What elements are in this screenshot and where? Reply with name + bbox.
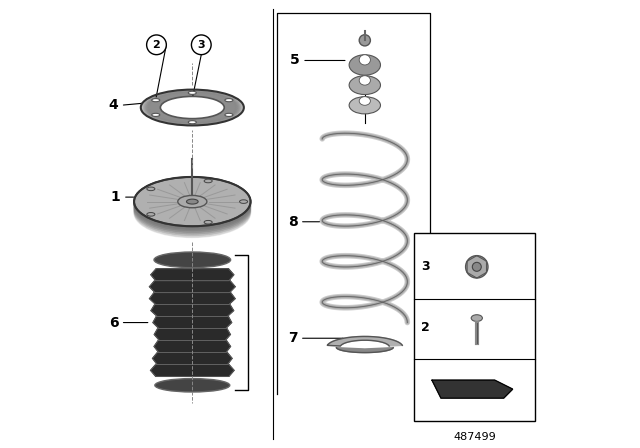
Ellipse shape <box>148 92 237 123</box>
Ellipse shape <box>147 187 155 191</box>
Polygon shape <box>150 364 234 376</box>
Text: 2: 2 <box>152 40 161 50</box>
Polygon shape <box>327 336 403 346</box>
FancyBboxPatch shape <box>414 233 535 421</box>
Polygon shape <box>432 380 513 398</box>
Polygon shape <box>154 328 230 340</box>
Ellipse shape <box>142 90 243 125</box>
Ellipse shape <box>146 91 239 124</box>
Ellipse shape <box>155 379 230 392</box>
Ellipse shape <box>147 92 238 123</box>
Ellipse shape <box>141 90 243 125</box>
Ellipse shape <box>134 188 251 237</box>
Text: 487499: 487499 <box>453 432 496 442</box>
Ellipse shape <box>349 76 380 95</box>
Text: 6: 6 <box>109 315 118 330</box>
Ellipse shape <box>149 92 236 123</box>
Ellipse shape <box>141 90 244 125</box>
Ellipse shape <box>349 55 380 75</box>
Polygon shape <box>152 353 232 364</box>
Ellipse shape <box>143 90 242 125</box>
Ellipse shape <box>359 55 371 65</box>
Polygon shape <box>151 269 234 281</box>
Ellipse shape <box>466 256 488 278</box>
Polygon shape <box>154 340 230 353</box>
Circle shape <box>147 35 166 55</box>
Ellipse shape <box>134 177 251 226</box>
Ellipse shape <box>134 179 251 228</box>
Text: 1: 1 <box>111 190 121 204</box>
Ellipse shape <box>188 91 196 95</box>
Ellipse shape <box>147 92 237 123</box>
Ellipse shape <box>359 35 371 46</box>
Ellipse shape <box>161 96 224 119</box>
Ellipse shape <box>134 183 251 233</box>
Ellipse shape <box>178 195 207 208</box>
Polygon shape <box>337 348 393 353</box>
Ellipse shape <box>152 113 160 116</box>
Ellipse shape <box>472 263 481 271</box>
Ellipse shape <box>359 97 371 105</box>
Ellipse shape <box>349 97 380 114</box>
Polygon shape <box>150 293 235 305</box>
Ellipse shape <box>152 99 160 102</box>
Ellipse shape <box>134 180 251 229</box>
Text: 2: 2 <box>421 320 429 334</box>
Ellipse shape <box>144 90 241 125</box>
Ellipse shape <box>186 199 198 204</box>
Ellipse shape <box>145 91 239 124</box>
Ellipse shape <box>134 186 251 236</box>
Polygon shape <box>150 281 235 293</box>
Ellipse shape <box>239 200 248 203</box>
Text: 4: 4 <box>109 98 118 112</box>
Text: 3: 3 <box>198 40 205 50</box>
Ellipse shape <box>134 185 251 234</box>
Ellipse shape <box>204 220 212 224</box>
Polygon shape <box>153 317 232 328</box>
Ellipse shape <box>359 76 371 85</box>
Text: 7: 7 <box>288 331 298 345</box>
Text: 5: 5 <box>290 53 300 68</box>
Ellipse shape <box>225 99 233 102</box>
Text: 8: 8 <box>288 215 298 229</box>
Ellipse shape <box>471 314 483 322</box>
Circle shape <box>191 35 211 55</box>
Ellipse shape <box>145 91 240 124</box>
Ellipse shape <box>204 179 212 183</box>
Ellipse shape <box>134 177 251 226</box>
Ellipse shape <box>188 121 196 124</box>
Polygon shape <box>151 305 234 317</box>
Ellipse shape <box>134 182 251 231</box>
Ellipse shape <box>147 212 155 216</box>
Ellipse shape <box>154 252 230 268</box>
Ellipse shape <box>225 113 233 116</box>
Text: 3: 3 <box>421 260 429 273</box>
